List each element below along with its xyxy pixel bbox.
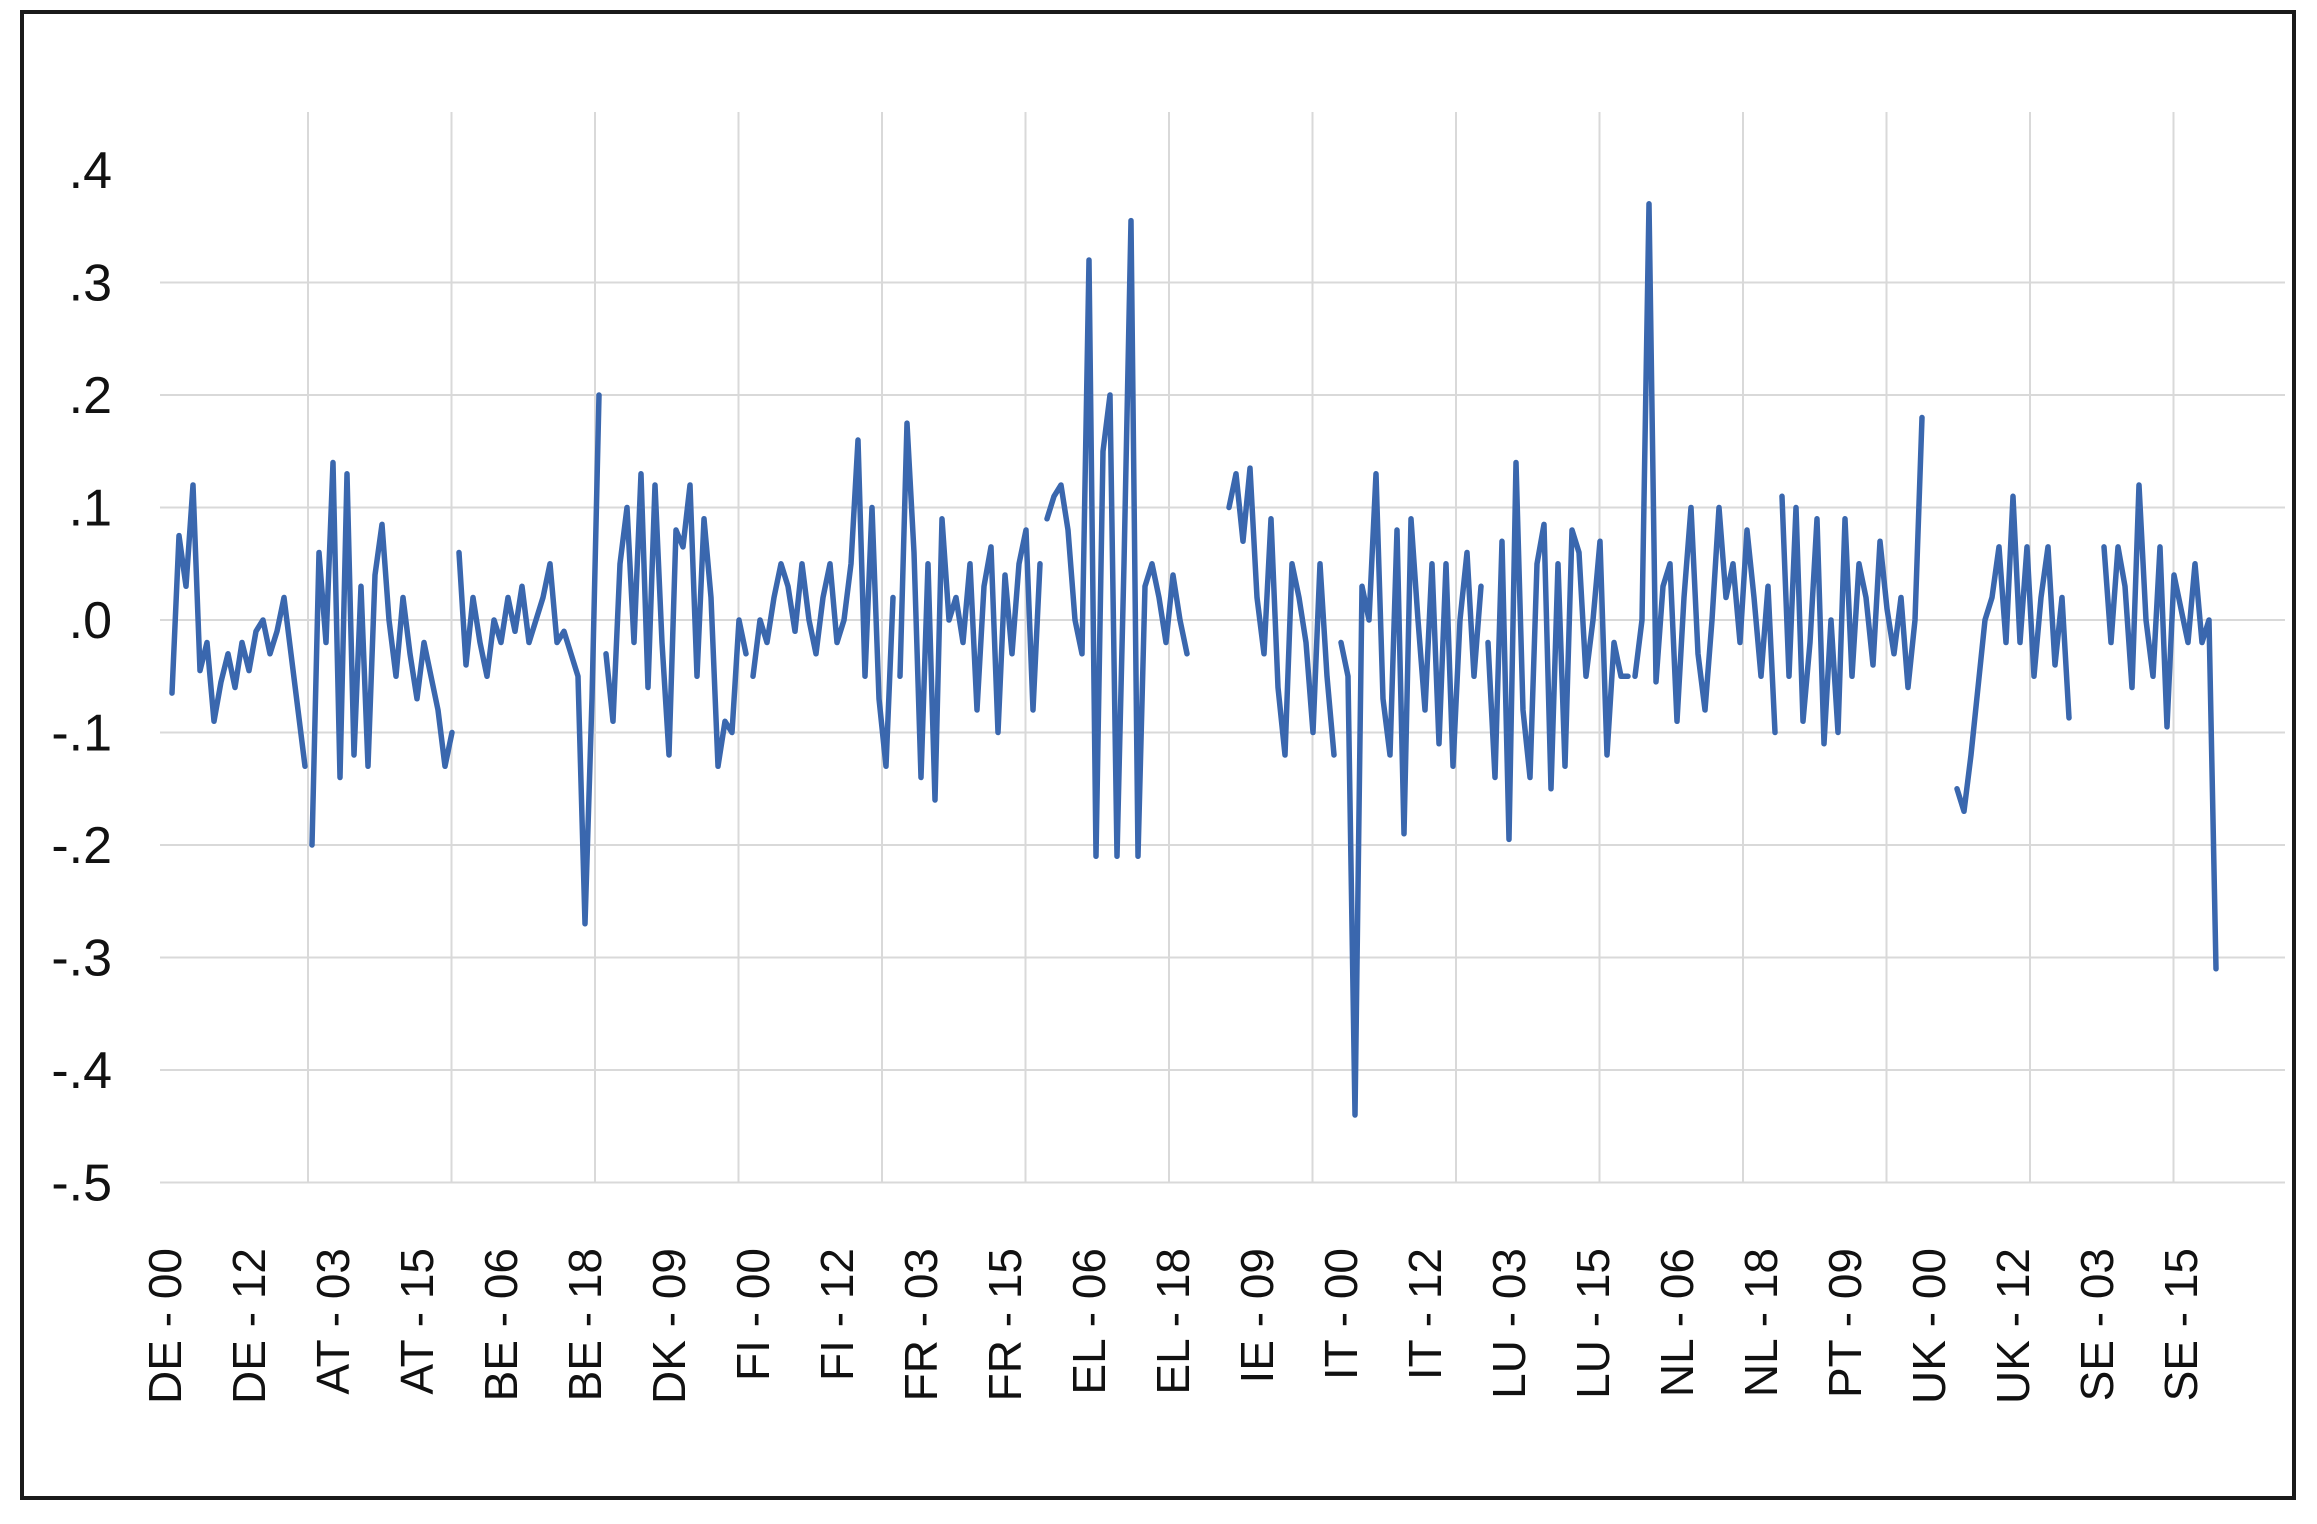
x-tick-label: DE - 00 xyxy=(139,1248,191,1404)
x-axis-tick-labels: DE - 00 DE - 12 AT - 03 AT - 15 BE - 06 BE - … xyxy=(139,1248,2207,1404)
x-tick-label: UK - 12 xyxy=(1987,1248,2039,1404)
x-tick-label: DK - 09 xyxy=(643,1248,695,1404)
x-tick-label: DE - 12 xyxy=(223,1248,275,1404)
x-tick-label: IT - 00 xyxy=(1315,1248,1367,1380)
x-tick-label: SE - 03 xyxy=(2071,1248,2123,1401)
series-layer xyxy=(169,201,2219,1118)
series-line-DK xyxy=(603,471,749,770)
x-tick-label: NL - 06 xyxy=(1651,1248,1703,1397)
x-tick-label: UK - 00 xyxy=(1903,1248,1955,1404)
y-tick-label: -.4 xyxy=(51,1042,112,1100)
series-line-EL xyxy=(1044,217,1190,860)
series-line-UK xyxy=(1954,493,2072,815)
x-tick-label: LU - 03 xyxy=(1483,1248,1535,1399)
y-tick-label: -.1 xyxy=(51,705,112,763)
series-line-NL xyxy=(1632,201,1778,736)
series-line-FR xyxy=(897,420,1043,803)
x-tick-label: FI - 12 xyxy=(811,1248,863,1381)
x-tick-label: NL - 18 xyxy=(1735,1248,1787,1397)
series-line-IT xyxy=(1338,471,1484,1118)
series-line-IE xyxy=(1226,465,1337,758)
x-tick-label: EL - 06 xyxy=(1063,1248,1115,1395)
y-tick-label: .1 xyxy=(69,480,112,538)
x-tick-label: FR - 03 xyxy=(895,1248,947,1401)
series-line-AT xyxy=(309,459,455,848)
y-tick-label: .2 xyxy=(69,367,112,425)
y-tick-label: .0 xyxy=(69,592,112,650)
y-tick-label: -.2 xyxy=(51,817,112,875)
x-tick-label: EL - 18 xyxy=(1147,1248,1199,1395)
x-tick-label: PT - 09 xyxy=(1819,1248,1871,1398)
series-line-PT xyxy=(1779,414,1925,747)
x-tick-label: IE - 09 xyxy=(1231,1248,1283,1384)
figure-border xyxy=(20,10,2296,1500)
x-tick-label: BE - 18 xyxy=(559,1248,611,1401)
x-tick-label: SE - 15 xyxy=(2155,1248,2207,1401)
x-tick-label: LU - 15 xyxy=(1567,1248,1619,1399)
x-tick-label: AT - 03 xyxy=(307,1248,359,1395)
x-tick-label: IT - 12 xyxy=(1399,1248,1451,1380)
y-tick-label: .4 xyxy=(69,142,112,200)
x-tick-label: AT - 15 xyxy=(391,1248,443,1395)
series-line-FI xyxy=(750,437,896,770)
y-tick-label: -.3 xyxy=(51,930,112,988)
series-line-SE xyxy=(2101,482,2219,972)
y-tick-label: -.5 xyxy=(51,1155,112,1213)
x-tick-label: FI - 00 xyxy=(727,1248,779,1381)
y-tick-label: .3 xyxy=(69,255,112,313)
series-line-BE xyxy=(456,392,602,927)
y-axis-tick-labels: .4 .3 .2 .1 .0 -.1 -.2 -.3 -.4 -.5 xyxy=(51,142,112,1213)
x-tick-label: FR - 15 xyxy=(979,1248,1031,1401)
series-line-DE xyxy=(169,482,308,770)
x-tick-label: BE - 06 xyxy=(475,1248,527,1401)
series-line-LU xyxy=(1485,459,1631,843)
